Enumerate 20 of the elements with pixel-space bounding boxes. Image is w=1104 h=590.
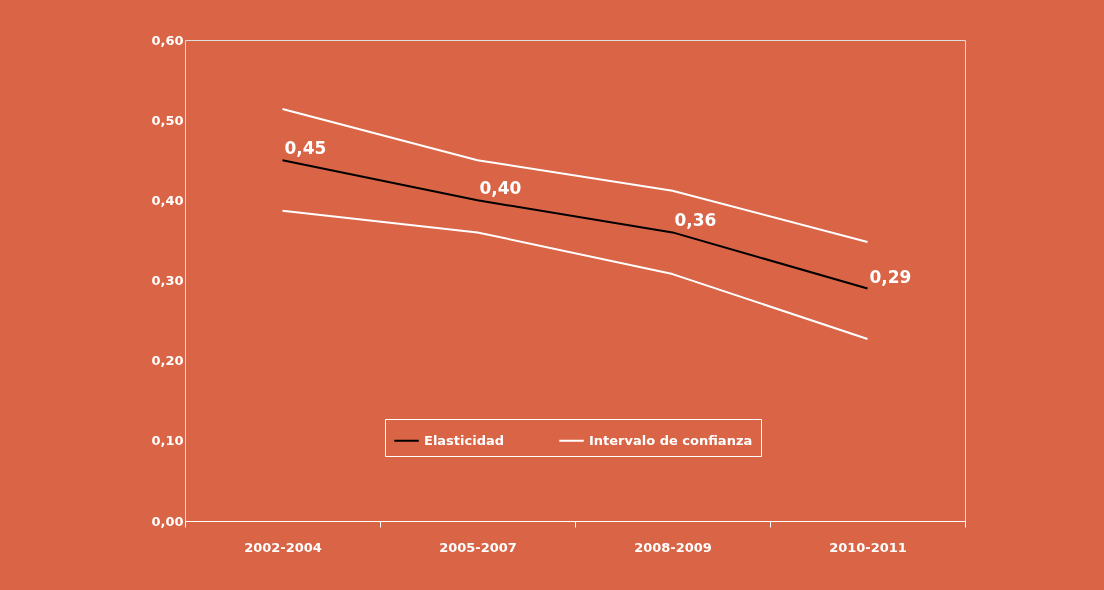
y-tick-label: 0,50 — [151, 112, 184, 128]
y-tick-label: 0,30 — [151, 273, 184, 288]
line-series — [281, 107, 869, 244]
y-tick-label: 0,00 — [151, 513, 184, 529]
data-label: 0,45 — [284, 138, 327, 159]
y-tick-label: 0,60 — [151, 32, 184, 48]
x-tick-label: 2005-2007 — [439, 539, 517, 555]
y-tick-label: 0,20 — [151, 353, 184, 369]
line-series — [281, 159, 869, 290]
data-label: 0,29 — [869, 266, 912, 287]
x-tick-label: 2002-2004 — [244, 539, 322, 555]
x-tick-label: 2010-2011 — [829, 539, 907, 555]
x-tick-label: 2008-2009 — [634, 539, 712, 555]
legend-label: Intervalo de confianza — [589, 432, 753, 448]
y-tick-label: 0,10 — [151, 433, 184, 449]
data-label: 0,40 — [479, 178, 522, 199]
y-tick-label: 0,40 — [151, 192, 184, 208]
line-series — [281, 209, 869, 341]
legend-label: Elasticidad — [424, 432, 505, 448]
data-label: 0,36 — [674, 210, 717, 231]
